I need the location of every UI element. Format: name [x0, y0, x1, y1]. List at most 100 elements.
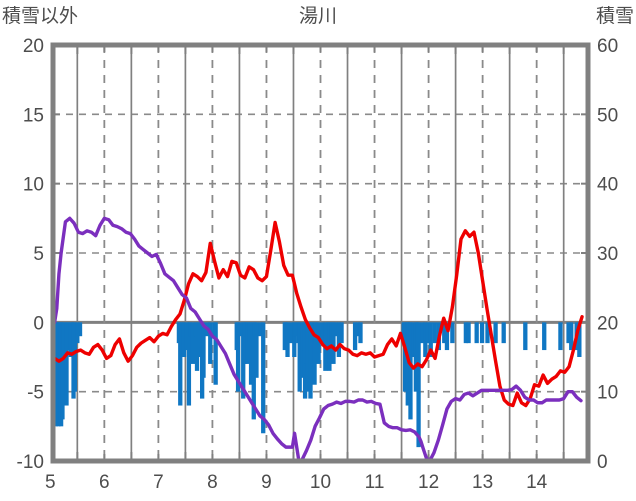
precipitation-bar	[411, 322, 416, 357]
x-axis-tick-label: 5	[45, 472, 56, 493]
precipitation-bar	[61, 322, 67, 357]
precipitation-bar	[432, 322, 437, 344]
right-axis-title: 積雪	[595, 6, 634, 27]
precipitation-bar	[248, 322, 254, 385]
grid-layer	[53, 45, 588, 461]
precipitation-bar	[285, 322, 290, 357]
precipitation-bar	[416, 322, 421, 448]
precipitation-bar	[72, 322, 78, 392]
x-axis-tick-label: 9	[261, 472, 272, 493]
precipitation-bar	[425, 322, 431, 344]
precipitation-bar	[65, 322, 71, 351]
precipitation-bar	[423, 322, 428, 357]
precipitation-bar	[309, 322, 315, 364]
x-axis-tick-label: 7	[153, 472, 164, 493]
precipitation-bar	[181, 322, 187, 357]
precipitation-bar	[542, 322, 547, 351]
precipitation-bar	[444, 322, 450, 351]
precipitation-bar	[316, 322, 321, 364]
precipitation-bar	[352, 322, 358, 351]
precipitation-bar	[178, 322, 183, 406]
series-temperature-red	[53, 220, 584, 408]
y-axis-tick-label: 20	[23, 36, 44, 57]
y2-axis-tick-label: 60	[597, 36, 618, 57]
precipitation-bar	[450, 322, 455, 344]
x-axis-tick-label: 8	[207, 472, 218, 493]
precipitation-bar	[334, 322, 339, 337]
precipitation-bar	[184, 322, 189, 351]
precipitation-bar	[190, 322, 196, 364]
precipitation-bar	[186, 322, 192, 406]
precipitation-bar	[428, 322, 433, 357]
precipitation-bar	[358, 322, 363, 344]
precipitation-bar	[420, 322, 425, 344]
y-axis-tick-label: 0	[33, 313, 44, 334]
precipitation-bar	[577, 322, 582, 357]
y2-axis-tick-label: 40	[597, 175, 618, 196]
precipitation-bar	[501, 322, 506, 344]
precipitation-bars	[53, 322, 582, 448]
precipitation-bar	[479, 322, 485, 344]
data-lines	[53, 216, 584, 461]
precipitation-bar	[413, 322, 419, 392]
precipitation-bar	[558, 322, 563, 351]
y2-axis-tick-label: 30	[597, 244, 618, 265]
precipitation-bar	[261, 322, 266, 434]
precipitation-bar	[213, 322, 218, 385]
precipitation-bar	[523, 322, 528, 351]
page-title: 湯川	[298, 6, 337, 27]
precipitation-bar	[297, 322, 302, 392]
precipitation-bar	[64, 322, 69, 406]
precipitation-bar	[339, 322, 344, 344]
precipitation-bar	[320, 322, 325, 344]
precipitation-bar	[566, 322, 571, 344]
precipitation-bar	[60, 322, 65, 420]
precipitation-bar	[245, 322, 250, 364]
y-axis-tick-label: -5	[27, 383, 44, 404]
precipitation-bar	[188, 322, 193, 337]
series-snow-depth-purple	[53, 216, 583, 461]
precipitation-bar	[442, 322, 447, 344]
precipitation-bar	[305, 322, 310, 392]
x-axis-tick-label: 12	[418, 472, 439, 493]
x-axis-tick-label: 11	[365, 472, 385, 493]
precipitation-bar	[312, 322, 317, 385]
precipitation-bar	[201, 322, 206, 378]
precipitation-bar	[75, 322, 80, 344]
y-axis-tick-label: -10	[17, 452, 44, 473]
precipitation-bar	[242, 322, 247, 364]
precipitation-bar	[569, 322, 574, 351]
precipitation-bar	[292, 322, 297, 357]
precipitation-bar	[313, 322, 319, 344]
y2-axis-tick-label: 10	[597, 383, 618, 404]
precipitation-bar	[197, 322, 202, 357]
x-axis-tick-label: 6	[99, 472, 110, 493]
y-axis-tick-label: 10	[23, 175, 44, 196]
precipitation-bar	[77, 322, 83, 337]
y-axis-tick-label: 5	[33, 244, 44, 265]
precipitation-bar	[485, 322, 490, 344]
precipitation-bar	[336, 322, 342, 357]
left-axis-title: 積雪以外	[2, 6, 79, 27]
precipitation-bar	[408, 322, 413, 420]
precipitation-bar	[289, 322, 294, 344]
precipitation-bar	[208, 322, 213, 364]
precipitation-bar	[254, 322, 259, 378]
precipitation-bar	[251, 322, 256, 420]
precipitation-bar	[466, 322, 471, 344]
x-axis-tick-label: 13	[472, 472, 493, 493]
precipitation-bar	[238, 322, 243, 337]
precipitation-bar	[493, 322, 498, 344]
precipitation-bar	[235, 322, 241, 392]
x-axis-tick-label: 10	[310, 472, 331, 493]
precipitation-bar	[463, 322, 469, 344]
plot-frame	[50, 42, 591, 464]
precipitation-bar	[331, 322, 336, 364]
precipitation-bar	[293, 322, 298, 337]
y2-axis-tick-label: 50	[597, 105, 618, 126]
precipitation-bar	[194, 322, 200, 371]
precipitation-bar	[258, 322, 263, 337]
y2-axis-tick-label: 20	[597, 313, 618, 334]
